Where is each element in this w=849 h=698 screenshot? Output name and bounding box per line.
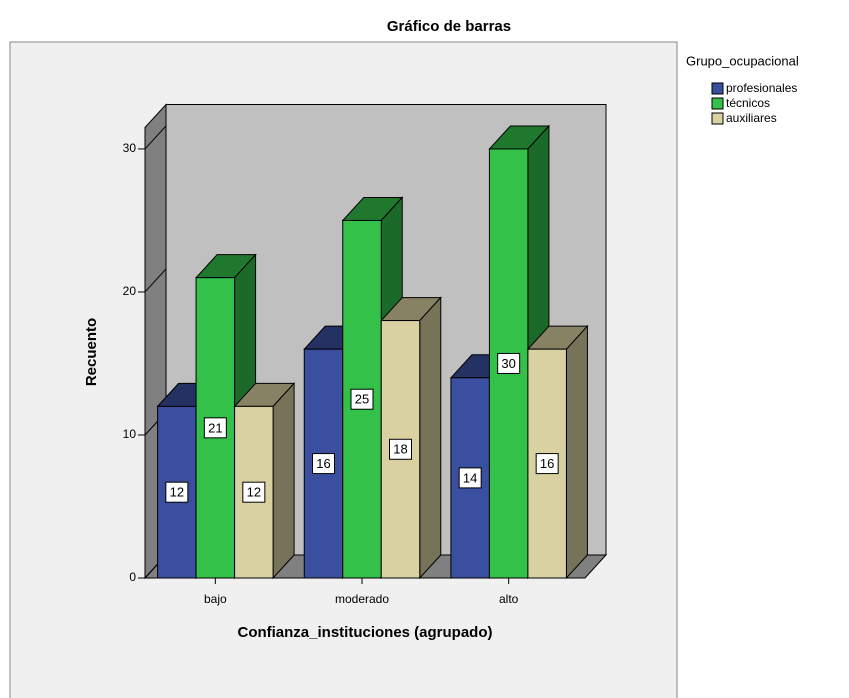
legend-label: profesionales — [726, 81, 797, 95]
value-label: 12 — [247, 485, 261, 500]
value-label-box — [458, 467, 482, 489]
value-label: 14 — [463, 470, 477, 485]
value-label-box — [497, 352, 521, 374]
legend-swatch — [711, 112, 724, 125]
x-tick-label: moderado — [335, 592, 389, 606]
y-axis-label: Recuento — [83, 318, 100, 386]
y-tick-label: 10 — [123, 427, 137, 441]
wall-tick — [144, 268, 167, 293]
y-tick-label: 20 — [123, 284, 137, 298]
value-label-box — [535, 453, 559, 475]
value-label: 16 — [540, 456, 554, 471]
chart-title: Gráfico de barras — [387, 18, 511, 35]
wall-tick — [144, 125, 167, 150]
y-tick-label: 30 — [123, 141, 137, 155]
legend-label: auxiliares — [726, 111, 777, 125]
value-label-box — [350, 388, 374, 410]
y-tick-label: 0 — [129, 570, 136, 584]
x-tick-label: bajo — [204, 592, 227, 606]
legend-swatch — [711, 82, 724, 95]
bar — [527, 348, 567, 579]
value-label: 25 — [355, 392, 369, 407]
value-label-box — [203, 417, 227, 439]
legend-title: Grupo_ocupacional — [686, 53, 799, 68]
bar-side — [272, 382, 295, 580]
x-tick-label: alto — [499, 592, 519, 606]
value-label: 12 — [170, 485, 184, 500]
value-label-box — [242, 481, 266, 503]
value-label: 18 — [393, 442, 407, 457]
value-label-box — [389, 438, 412, 460]
bar-side — [565, 324, 588, 580]
legend-swatch — [711, 97, 724, 110]
value-label: 30 — [501, 356, 515, 371]
bar-side — [419, 296, 442, 580]
legend-label: técnicos — [726, 96, 770, 110]
value-label-box — [312, 453, 335, 475]
x-axis-label: Confianza_instituciones (agrupado) — [237, 624, 492, 641]
value-label: 16 — [316, 456, 330, 471]
value-label: 21 — [208, 420, 222, 435]
value-label-box — [165, 481, 189, 503]
